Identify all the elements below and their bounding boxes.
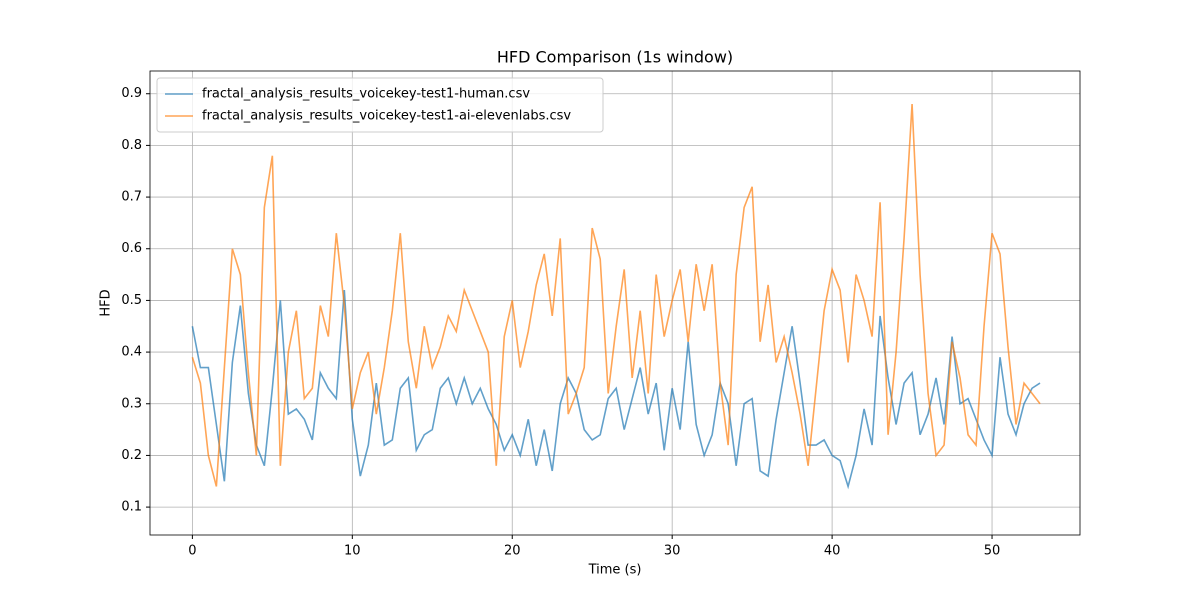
legend-box — [156, 77, 604, 133]
y-tick-label: 0.5 — [121, 293, 142, 308]
data-line — [191, 290, 1041, 490]
y-axis-label: HFD — [99, 289, 114, 316]
x-tick-label: 30 — [664, 544, 681, 559]
y-tick-label: 0.9 — [121, 86, 142, 101]
x-tick-label: 0 — [188, 544, 196, 559]
y-tick-label: 0.6 — [121, 241, 142, 256]
y-tick-label: 0.4 — [121, 345, 142, 360]
y-tick-label: 0.8 — [121, 138, 142, 153]
x-tick-label: 40 — [824, 544, 841, 559]
plot-frame — [149, 70, 1081, 536]
x-tick-label: 20 — [504, 544, 521, 559]
legend-label: fractal_analysis_results_voicekey-test1-… — [202, 109, 571, 124]
y-tick-label: 0.7 — [121, 190, 142, 205]
x-axis-label: Time (s) — [588, 563, 642, 578]
y-tick-label: 0.2 — [121, 448, 142, 463]
legend-label: fractal_analysis_results_voicekey-test1-… — [202, 87, 530, 102]
y-tick-label: 0.1 — [121, 500, 142, 515]
y-tick-label: 0.3 — [121, 396, 142, 411]
data-line — [191, 104, 1041, 487]
x-tick-label: 10 — [344, 544, 361, 559]
chart-title: HFD Comparison (1s window) — [497, 48, 733, 67]
x-tick-label: 50 — [984, 544, 1001, 559]
